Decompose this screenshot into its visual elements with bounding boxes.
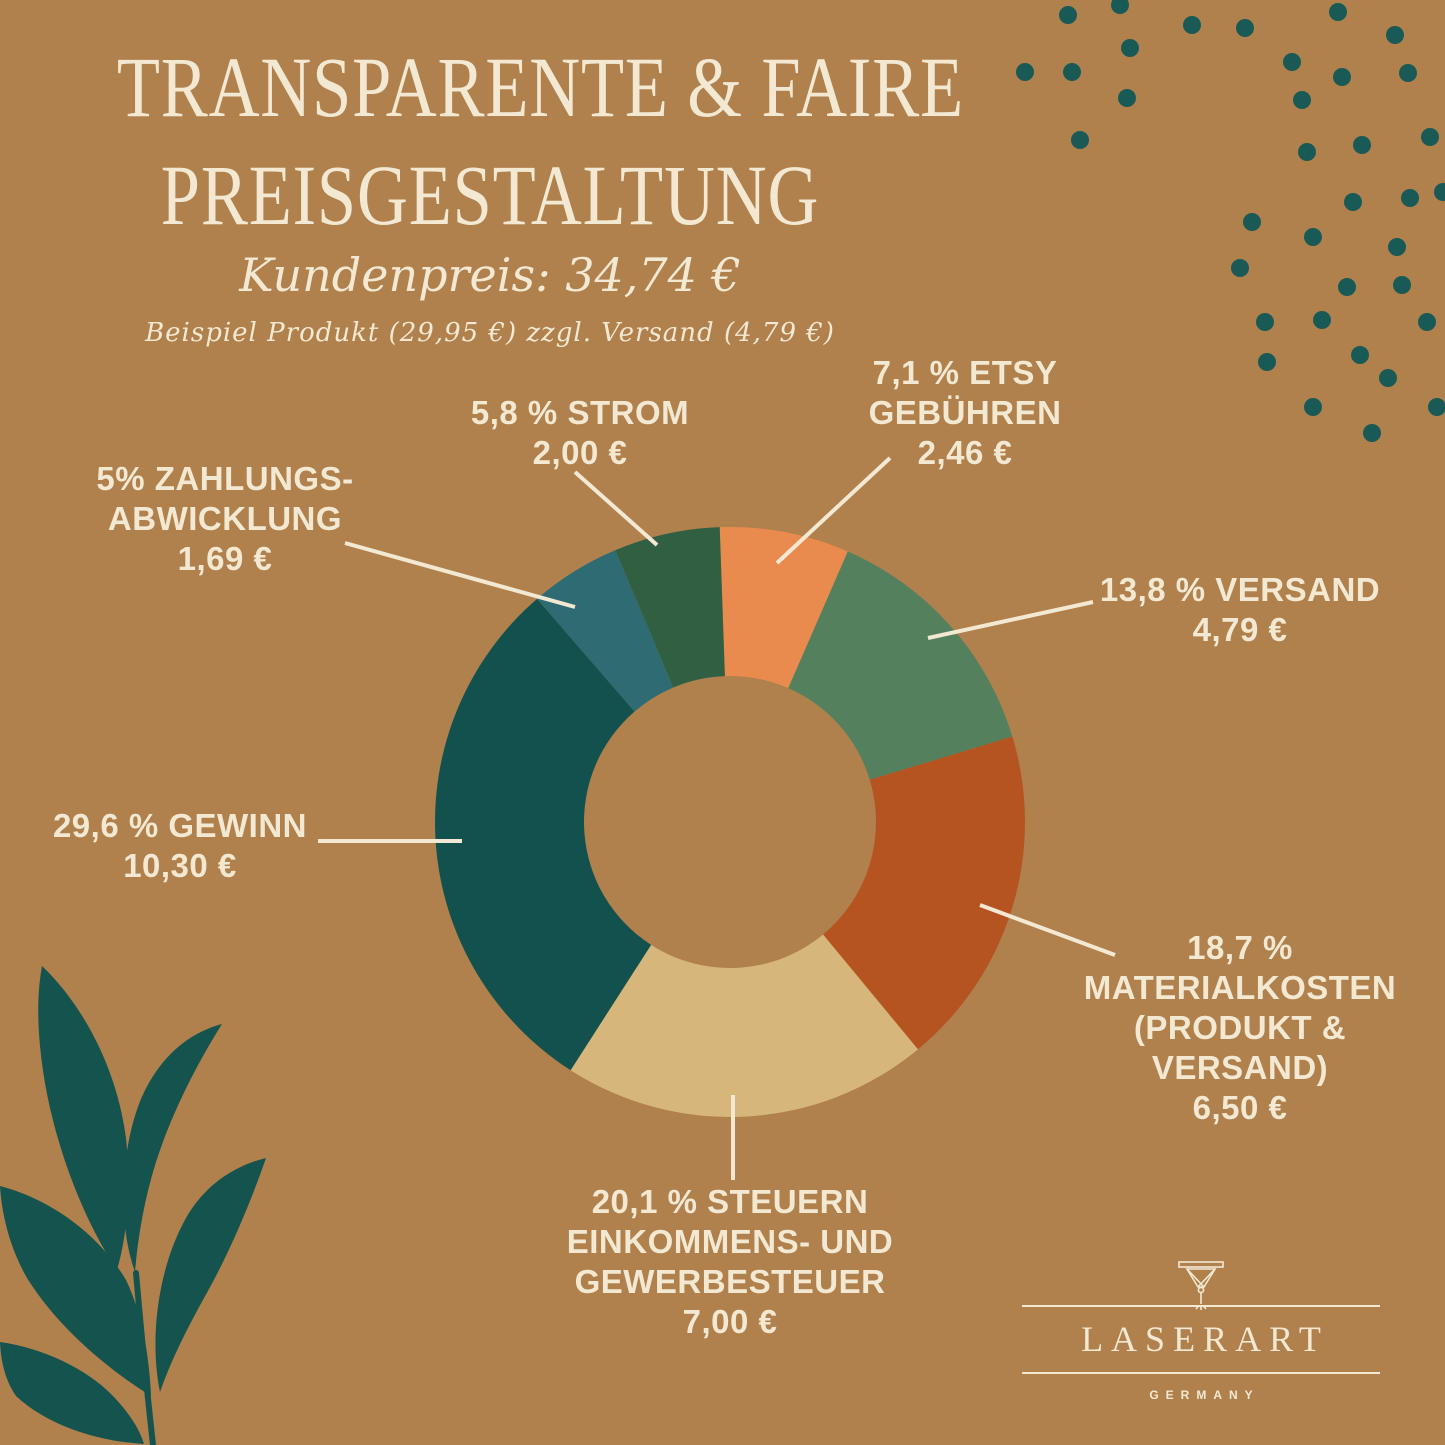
decor-dot xyxy=(1243,213,1261,231)
label-line: 13,8 % VERSAND xyxy=(1099,571,1381,608)
label-line: EINKOMMENS- UND xyxy=(566,1223,894,1260)
donut-chart xyxy=(435,526,1025,1117)
decor-dot xyxy=(1283,53,1301,71)
donut-segment-payment-processing xyxy=(537,550,674,712)
decor-dot xyxy=(1421,128,1439,146)
decor-dot xyxy=(1338,278,1356,296)
decor-dot xyxy=(1256,313,1274,331)
segment-label-etsy-fees: 7,1 % ETSY GEBÜHREN 2,46 € xyxy=(835,353,1095,473)
leaf-blade xyxy=(155,1158,266,1392)
leaf-blade xyxy=(0,1342,144,1444)
donut-segment-etsy-fees xyxy=(719,526,848,689)
decor-dot xyxy=(1304,398,1322,416)
decor-dot xyxy=(1344,193,1362,211)
leaf-blade xyxy=(0,1186,151,1396)
label-line: GEWERBESTEUER xyxy=(574,1263,886,1300)
decor-dot xyxy=(1401,189,1419,207)
price-example-note: Beispiel Produkt (29,95 €) zzgl. Versand… xyxy=(145,318,835,348)
laser-engraver-icon xyxy=(1178,1261,1224,1310)
decor-dot xyxy=(1118,89,1136,107)
label-line: 29,6 % GEWINN xyxy=(52,807,308,844)
decor-dot xyxy=(1016,63,1034,81)
brand-logo: LASERART GERMANY xyxy=(1020,1240,1382,1420)
segment-label-payment-processing: 5% ZAHLUNGS- ABWICKLUNG 1,69 € xyxy=(50,459,400,579)
decor-dot xyxy=(1418,313,1436,331)
leaf-stem xyxy=(133,1270,156,1445)
decor-dot xyxy=(1231,259,1249,277)
donut-segment-electricity xyxy=(615,527,725,688)
decor-dot xyxy=(1258,353,1276,371)
leader-line-shipping xyxy=(927,600,1094,640)
decor-dot xyxy=(1386,26,1404,44)
label-line: 2,46 € xyxy=(917,434,1013,471)
brand-country: GERMANY xyxy=(1149,1388,1260,1402)
page-title-line2: PREISGESTALTUNG xyxy=(160,147,820,243)
decor-dot xyxy=(1393,276,1411,294)
donut-segment-taxes xyxy=(570,934,918,1117)
segment-label-profit: 29,6 % GEWINN 10,30 € xyxy=(30,806,330,886)
decor-dot xyxy=(1183,16,1201,34)
decor-dot xyxy=(1298,143,1316,161)
decor-dot xyxy=(1353,136,1371,154)
decor-dot xyxy=(1059,6,1077,24)
decor-dot xyxy=(1329,3,1347,21)
decor-dot xyxy=(1434,183,1445,201)
decor-dot xyxy=(1313,311,1331,329)
segment-label-shipping: 13,8 % VERSAND 4,79 € xyxy=(1085,570,1395,650)
label-line: 4,79 € xyxy=(1192,611,1288,648)
label-line: 1,69 € xyxy=(177,540,273,577)
label-line: 18,7 % xyxy=(1187,929,1293,966)
decor-dot xyxy=(1236,19,1254,37)
decor-dot xyxy=(1399,64,1417,82)
leader-line-material-costs xyxy=(979,903,1116,957)
segment-label-material-costs: 18,7 % MATERIALKOSTEN (PRODUKT & VERSAND… xyxy=(1080,928,1400,1128)
label-line: 20,1 % STEUERN xyxy=(591,1183,869,1220)
decor-dot xyxy=(1304,228,1322,246)
leader-line-etsy-fees xyxy=(775,456,892,565)
decor-dot xyxy=(1428,398,1445,416)
donut-segment-material-costs xyxy=(823,736,1025,1050)
donut-segment-shipping xyxy=(788,551,1013,780)
page-title-line1: TRANSPARENTE & FAIRE xyxy=(116,39,964,135)
decor-dot xyxy=(1388,238,1406,256)
label-line: ABWICKLUNG xyxy=(107,500,343,537)
label-line: (PRODUKT & xyxy=(1133,1009,1347,1046)
decor-dot xyxy=(1111,0,1129,14)
callout-lines xyxy=(318,456,1116,1180)
decor-dot xyxy=(1063,63,1081,81)
label-line: 5% ZAHLUNGS- xyxy=(96,460,354,497)
label-line: 6,50 € xyxy=(1192,1089,1288,1126)
decor-dot xyxy=(1351,346,1369,364)
label-line: MATERIALKOSTEN xyxy=(1083,969,1397,1006)
decor-dot xyxy=(1333,68,1351,86)
logo-divider xyxy=(1022,1305,1380,1307)
segment-label-electricity: 5,8 % STROM 2,00 € xyxy=(440,393,720,473)
leaf-illustration xyxy=(0,966,266,1445)
decor-dot xyxy=(1363,424,1381,442)
leaf-blade xyxy=(38,966,129,1270)
dots-pattern xyxy=(1016,0,1445,442)
brand-name: LASERART xyxy=(1081,1319,1329,1359)
leader-line-electricity xyxy=(573,470,659,547)
label-line: 2,00 € xyxy=(532,434,628,471)
donut-segment-profit xyxy=(435,598,652,1071)
customer-price: Kundenpreis: 34,74 € xyxy=(239,248,741,302)
logo-divider xyxy=(1022,1372,1380,1374)
leaf-blade xyxy=(123,1024,222,1272)
decor-dot xyxy=(1293,91,1311,109)
label-line: 7,1 % ETSY xyxy=(872,354,1058,391)
leader-line-payment-processing xyxy=(344,541,576,609)
label-line: GEBÜHREN xyxy=(868,394,1062,431)
label-line: 7,00 € xyxy=(682,1303,778,1340)
decor-dot xyxy=(1121,39,1139,57)
decor-dot xyxy=(1071,131,1089,149)
decor-dot xyxy=(1379,369,1397,387)
label-line: VERSAND) xyxy=(1151,1049,1329,1086)
segment-label-taxes: 20,1 % STEUERN EINKOMMENS- UND GEWERBEST… xyxy=(550,1182,910,1342)
label-line: 10,30 € xyxy=(123,847,237,884)
label-line: 5,8 % STROM xyxy=(470,394,690,431)
